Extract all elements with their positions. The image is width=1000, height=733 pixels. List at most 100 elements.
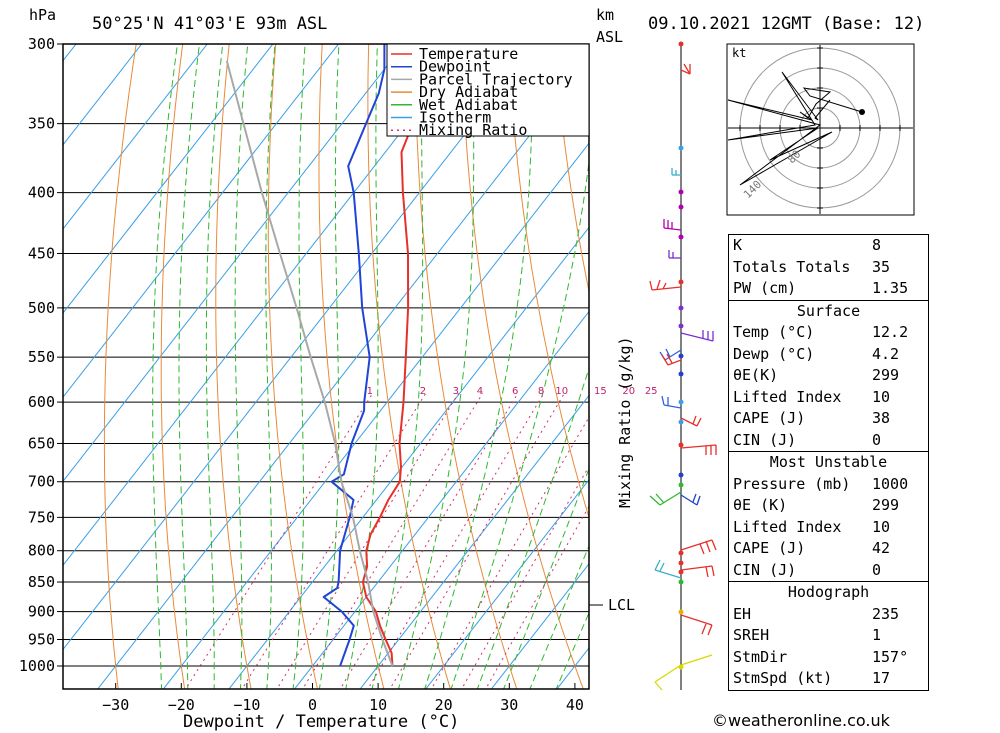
wind-level-dot <box>678 279 684 285</box>
wet-adiabat <box>318 44 340 689</box>
dry-adiabat <box>215 44 252 689</box>
pressure-tick-label: 500 <box>28 299 55 317</box>
mixing-ratio-line-6 <box>339 393 519 689</box>
legend-label: Mixing Ratio <box>419 121 527 139</box>
mixing-ratio-label: 20 <box>622 386 635 397</box>
hodo-track <box>727 71 863 186</box>
wind-barb <box>654 569 682 579</box>
index-row: CAPE (J) 42 <box>729 538 928 560</box>
wind-barb <box>711 565 715 577</box>
index-value: 17 <box>872 669 891 687</box>
wind-level-dot <box>678 145 684 151</box>
index-value: 12.2 <box>872 323 909 341</box>
wet-adiabat <box>234 44 249 689</box>
wind-barb <box>664 349 682 361</box>
basic-indices: K 8 Totals Totals 35 PW (cm) 1.35 <box>729 235 928 300</box>
index-label: θE (K) <box>733 496 788 514</box>
pressure-axis: 300 350 400 450 500 550 600 650 700 750 800 850 900 9… <box>19 35 63 675</box>
pressure-tick-label: 950 <box>28 631 55 649</box>
wet-adiabat <box>424 44 534 689</box>
index-value: 157° <box>872 647 909 666</box>
wind-level-dot <box>678 204 684 210</box>
mixing-ratio-line-4 <box>302 393 484 689</box>
hodograph-unit-label: kt <box>732 46 746 60</box>
dry-adiabat <box>160 44 186 689</box>
mixing-ratio-lines <box>185 393 589 689</box>
pressure-tick-label: 300 <box>28 35 55 53</box>
wind-barb <box>705 540 711 553</box>
hodograph-indices: EH 235 SREH 1 StmDir 157° StmSpd (kt) 17 <box>729 604 928 691</box>
wind-level-dot <box>678 305 684 311</box>
wind-barb <box>666 353 673 364</box>
legend-label: Parcel Trajectory <box>419 70 573 88</box>
wind-barb <box>656 279 661 290</box>
isobar-grid <box>63 44 589 667</box>
index-value: 1000 <box>872 474 909 493</box>
wind-barb <box>655 493 665 504</box>
index-row: EH 235 <box>729 604 928 626</box>
index-value: 38 <box>872 409 891 427</box>
wind-barb <box>654 664 682 683</box>
wet-adiabat-lines <box>152 44 589 689</box>
index-label: StmSpd (kt) <box>733 669 833 687</box>
legend-label: Dewpoint <box>419 58 491 76</box>
legend-label: Temperature <box>419 45 518 63</box>
dry-adiabat <box>507 44 589 520</box>
temperature-line <box>361 44 438 667</box>
wind-profile <box>649 41 717 691</box>
index-row: Totals Totals 35 <box>729 257 928 279</box>
wind-level-dot <box>678 353 684 359</box>
index-label: PW (cm) <box>733 279 797 297</box>
index-label: CAPE (J) <box>733 409 806 427</box>
index-label: Totals Totals <box>733 257 851 276</box>
isotherm-30 <box>490 563 589 689</box>
plot-area <box>63 44 589 689</box>
index-value: 4.2 <box>872 344 900 363</box>
index-value: 235 <box>872 604 900 623</box>
mixing-ratio-label: 4 <box>477 386 483 397</box>
index-value: 8 <box>872 236 882 254</box>
wind-barb <box>651 286 682 291</box>
pressure-tick-label: 850 <box>28 573 55 591</box>
wet-adiabat <box>476 366 589 689</box>
copyright-label: ©weatheronline.co.uk <box>712 711 890 730</box>
mixing-ratio-label: 2 <box>420 386 426 397</box>
wind-barb <box>649 495 661 506</box>
index-label: K <box>733 236 743 254</box>
wind-level-dot <box>678 419 684 425</box>
wet-adiabat <box>345 44 379 689</box>
wind-barb <box>692 415 697 425</box>
dry-adiabat <box>461 44 584 689</box>
hodograph-header: Hodograph <box>729 581 928 604</box>
index-value: 42 <box>872 539 891 557</box>
wind-barb <box>701 623 707 635</box>
index-value: 0 <box>872 430 882 449</box>
temperature-tick-label: 30 <box>500 696 518 714</box>
wind-barb <box>680 69 691 75</box>
wet-adiabat <box>205 44 224 689</box>
wind-barb <box>665 348 671 358</box>
isotherm--100 <box>63 44 143 146</box>
parcel-trajectory-line <box>225 60 394 667</box>
index-label: Dewp (°C) <box>733 344 815 363</box>
wind-barb <box>696 495 701 506</box>
wind-level-dot <box>678 41 684 47</box>
mixing-ratio-line-2 <box>241 393 427 689</box>
pressure-unit-label: hPa <box>29 6 56 24</box>
index-row: SREH 1 <box>729 625 928 647</box>
mixing-ratio-label: 8 <box>538 386 544 397</box>
pressure-tick-label: 800 <box>28 542 55 560</box>
wind-level-dot <box>678 560 684 566</box>
wind-level-dot <box>678 234 684 240</box>
asl-label: ASL <box>596 28 623 46</box>
hodograph: kt 80 140 <box>726 43 915 216</box>
index-value: 1 <box>872 626 882 644</box>
mixing-ratio-line-15 <box>430 416 589 689</box>
isotherm--20 <box>162 142 589 689</box>
index-row: CIN (J) 0 <box>729 430 928 452</box>
temperature-axis: −30 −20 −10 0 10 20 30 40 <box>102 683 584 714</box>
legend-label: Dry Adiabat <box>419 83 518 101</box>
index-value: 10 <box>872 387 891 406</box>
index-row: Pressure (mb) 1000 <box>729 474 928 496</box>
